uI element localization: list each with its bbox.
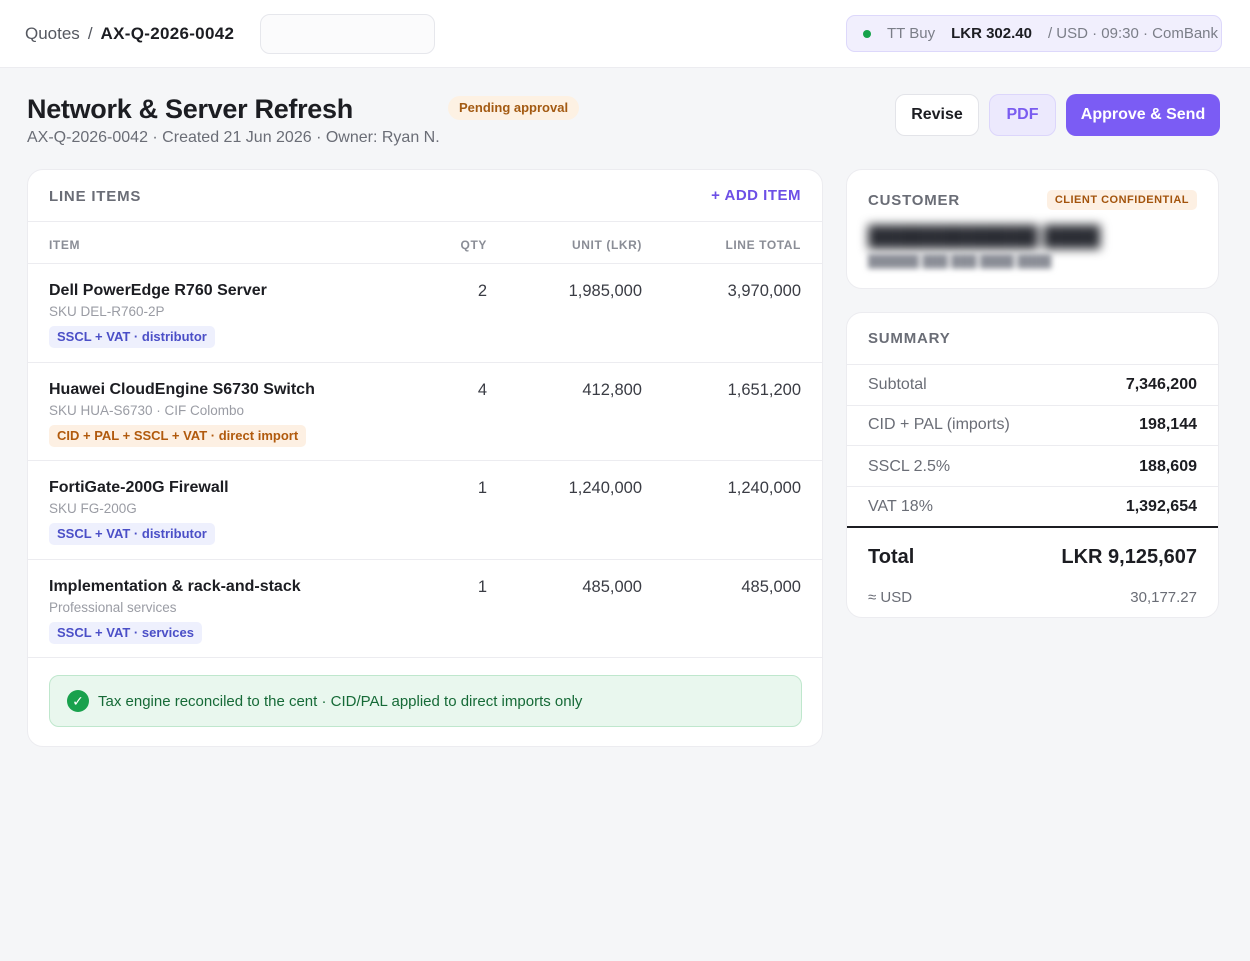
divider bbox=[847, 445, 1218, 446]
reconcile-banner: ✓ Tax engine reconciled to the cent · CI… bbox=[49, 675, 802, 727]
quote-meta: AX-Q-2026-0042 · Created 21 Jun 2026 · O… bbox=[27, 129, 440, 146]
column-unit: UNIT (LKR) bbox=[572, 238, 642, 252]
item-sku: SKU FG-200G bbox=[49, 501, 137, 516]
item-qty: 4 bbox=[477, 380, 487, 399]
summary-row-sscl: SSCL 2.5% 188,609 bbox=[868, 458, 1197, 476]
summary-value: 198,144 bbox=[1139, 416, 1197, 433]
customer-card: CUSTOMER CLIENT CONFIDENTIAL ███████████… bbox=[846, 169, 1219, 289]
item-unit-price: 485,000 bbox=[582, 577, 642, 596]
revise-button[interactable]: Revise bbox=[895, 94, 979, 136]
usd-value: 30,177.27 bbox=[1130, 589, 1197, 606]
page-title: Network & Server Refresh bbox=[27, 94, 353, 124]
summary-label: SSCL 2.5% bbox=[868, 458, 951, 475]
column-item: ITEM bbox=[49, 238, 81, 252]
item-name: Huawei CloudEngine S6730 Switch bbox=[49, 380, 315, 398]
confidential-badge: CLIENT CONFIDENTIAL bbox=[1046, 190, 1197, 210]
item-unit-price: 1,240,000 bbox=[568, 479, 642, 497]
status-badge: Pending approval bbox=[448, 96, 580, 120]
divider bbox=[847, 364, 1218, 365]
fx-rate-pill: TT Buy LKR 302.40 / USD · 09:30 · ComBan… bbox=[846, 15, 1222, 52]
add-item-button[interactable]: + ADD ITEM bbox=[711, 187, 801, 204]
item-name: Implementation & rack-and-stack bbox=[49, 577, 301, 595]
fx-suffix: / USD · 09:30 · ComBank bbox=[1047, 25, 1219, 42]
table-row[interactable]: Huawei CloudEngine S6730 Switch SKU HUA-… bbox=[28, 363, 822, 461]
summary-row-subtotal: Subtotal 7,346,200 bbox=[868, 376, 1197, 394]
table-row[interactable]: Implementation & rack-and-stack Professi… bbox=[28, 560, 822, 658]
customer-title: CUSTOMER bbox=[868, 192, 960, 209]
check-icon: ✓ bbox=[67, 690, 89, 712]
item-line-total: 3,970,000 bbox=[727, 282, 801, 300]
item-qty: 2 bbox=[477, 282, 487, 300]
item-line-total: 1,651,200 bbox=[727, 380, 801, 399]
summary-label: CID + PAL (imports) bbox=[868, 416, 1010, 433]
line-items-header: LINE ITEMS + ADD ITEM bbox=[28, 170, 822, 222]
item-qty: 1 bbox=[477, 577, 487, 596]
fx-source: TT Buy bbox=[887, 25, 936, 42]
summary-card: SUMMARY Subtotal 7,346,200 CID + PAL (im… bbox=[846, 312, 1219, 618]
breadcrumb-root[interactable]: Quotes bbox=[25, 24, 80, 43]
item-line-total: 485,000 bbox=[741, 577, 801, 596]
item-qty: 1 bbox=[477, 479, 487, 497]
total-value: LKR 9,125,607 bbox=[1061, 546, 1197, 568]
table-row[interactable]: FortiGate-200G Firewall SKU FG-200G SSCL… bbox=[28, 461, 822, 560]
breadcrumb-current: AX-Q-2026-0042 bbox=[100, 24, 235, 43]
customer-details-redacted: ██████ ███ ███ ████ ████ bbox=[868, 254, 1052, 268]
item-name: FortiGate-200G Firewall bbox=[49, 479, 229, 496]
item-sku: SKU DEL-R760-2P bbox=[49, 304, 165, 319]
fx-rate: LKR 302.40 bbox=[951, 25, 1032, 42]
search-input[interactable] bbox=[260, 14, 435, 54]
summary-title: SUMMARY bbox=[868, 330, 951, 347]
item-unit-price: 412,800 bbox=[582, 380, 642, 399]
summary-row-vat: VAT 18% 1,392,654 bbox=[868, 498, 1197, 516]
usd-equivalent: ≈ USD 30,177.27 bbox=[868, 589, 1197, 606]
top-bar: Quotes / AX-Q-2026-0042 TT Buy LKR 302.4… bbox=[0, 0, 1250, 68]
breadcrumb-separator: / bbox=[87, 24, 93, 43]
item-sku: SKU HUA-S6730 · CIF Colombo bbox=[49, 402, 245, 418]
line-items-title: LINE ITEMS bbox=[49, 188, 142, 205]
tax-tag: SSCL + VAT · services bbox=[49, 621, 202, 644]
item-unit-price: 1,985,000 bbox=[568, 282, 642, 300]
tax-tag: SSCL + VAT · distributor bbox=[49, 326, 215, 348]
summary-value: 188,609 bbox=[1139, 458, 1197, 475]
column-total: LINE TOTAL bbox=[725, 238, 801, 252]
total-divider bbox=[847, 526, 1218, 528]
column-qty: QTY bbox=[460, 238, 487, 252]
item-line-total: 1,240,000 bbox=[727, 479, 801, 497]
tax-tag: SSCL + VAT · distributor bbox=[49, 523, 215, 545]
summary-row-cid-pal: CID + PAL (imports) 198,144 bbox=[868, 416, 1197, 434]
pdf-button[interactable]: PDF bbox=[989, 94, 1056, 136]
total-label: Total bbox=[868, 546, 915, 568]
line-items-card: LINE ITEMS + ADD ITEM ITEM QTY UNIT (LKR… bbox=[27, 169, 823, 747]
customer-name-redacted: ████████████ ████ bbox=[868, 226, 1101, 248]
summary-value: 7,346,200 bbox=[1125, 376, 1197, 393]
usd-label: ≈ USD bbox=[868, 589, 913, 606]
breadcrumb: Quotes / AX-Q-2026-0042 bbox=[25, 24, 234, 44]
live-status-icon bbox=[863, 29, 871, 38]
summary-value: 1,392,654 bbox=[1125, 498, 1197, 515]
summary-label: Subtotal bbox=[868, 376, 927, 393]
item-sku: Professional services bbox=[49, 599, 177, 615]
divider bbox=[847, 405, 1218, 406]
summary-total: Total LKR 9,125,607 bbox=[868, 546, 1197, 569]
tax-tag: CID + PAL + SSCL + VAT · direct import bbox=[49, 424, 307, 447]
summary-label: VAT 18% bbox=[868, 498, 933, 515]
item-name: Dell PowerEdge R760 Server bbox=[49, 282, 267, 299]
divider bbox=[847, 486, 1218, 487]
reconcile-text: Tax engine reconciled to the cent · CID/… bbox=[98, 692, 583, 710]
approve-send-button[interactable]: Approve & Send bbox=[1066, 94, 1220, 136]
table-header: ITEM QTY UNIT (LKR) LINE TOTAL bbox=[28, 222, 822, 264]
table-row[interactable]: Dell PowerEdge R760 Server SKU DEL-R760-… bbox=[28, 264, 822, 363]
